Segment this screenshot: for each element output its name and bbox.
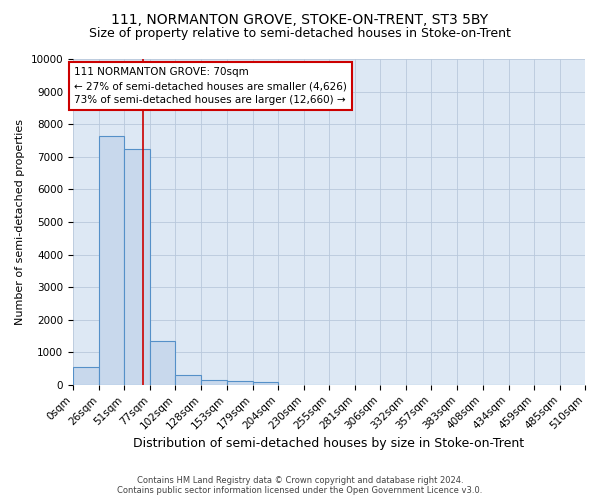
Text: 111 NORMANTON GROVE: 70sqm
← 27% of semi-detached houses are smaller (4,626)
73%: 111 NORMANTON GROVE: 70sqm ← 27% of semi… [74,67,347,105]
Bar [253,382,278,385]
Bar [175,375,202,385]
Text: 111, NORMANTON GROVE, STOKE-ON-TRENT, ST3 5BY: 111, NORMANTON GROVE, STOKE-ON-TRENT, ST… [112,12,488,26]
X-axis label: Distribution of semi-detached houses by size in Stoke-on-Trent: Distribution of semi-detached houses by … [133,437,524,450]
Text: Size of property relative to semi-detached houses in Stoke-on-Trent: Size of property relative to semi-detach… [89,28,511,40]
Bar [73,366,99,385]
Bar [150,341,175,385]
Y-axis label: Number of semi-detached properties: Number of semi-detached properties [15,119,25,325]
Bar [124,148,150,385]
Bar [227,382,253,385]
Bar [99,136,124,385]
Text: Contains HM Land Registry data © Crown copyright and database right 2024.
Contai: Contains HM Land Registry data © Crown c… [118,476,482,495]
Bar [202,380,227,385]
